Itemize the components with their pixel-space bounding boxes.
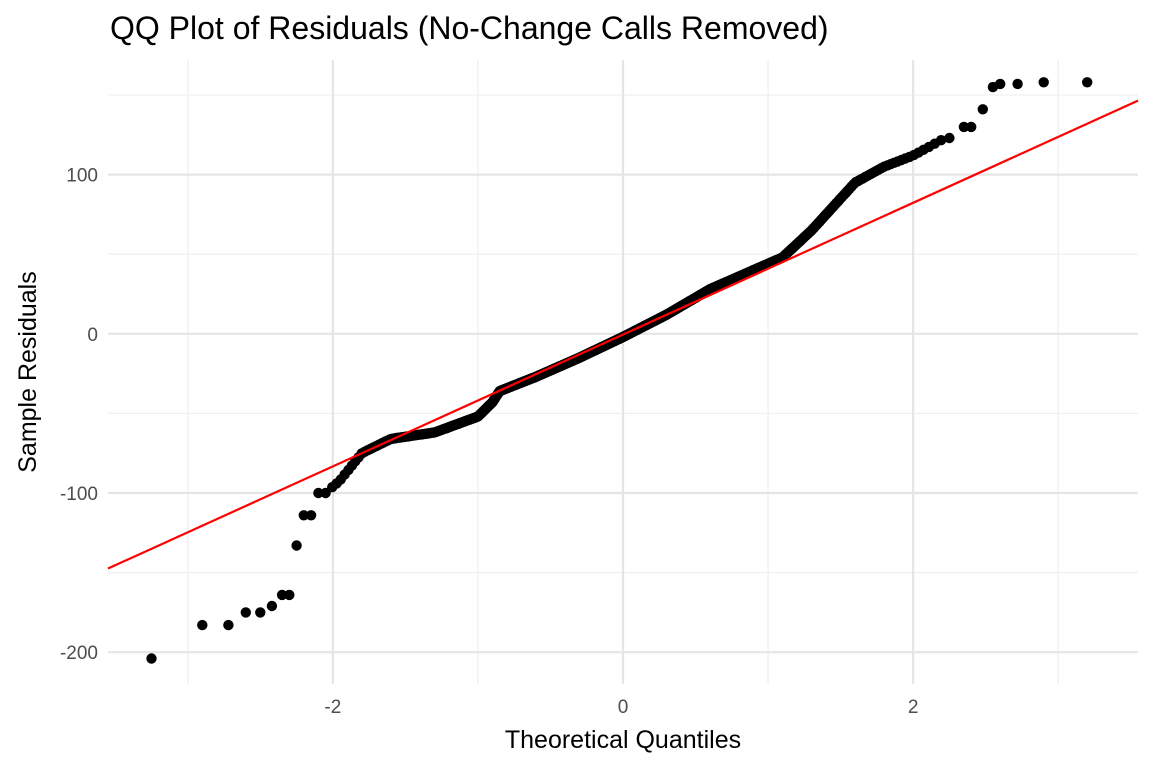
x-tick-label: 2	[908, 697, 919, 718]
data-point	[276, 589, 288, 601]
chart-title: QQ Plot of Residuals (No-Change Calls Re…	[110, 10, 829, 46]
data-points	[146, 77, 1093, 664]
reference-line	[107, 99, 1139, 570]
data-point	[966, 121, 977, 133]
data-point	[935, 135, 947, 146]
data-point	[240, 607, 251, 618]
data-point	[266, 600, 278, 612]
data-point	[255, 607, 266, 618]
data-point	[313, 487, 324, 499]
x-axis-title: Theoretical Quantiles	[505, 726, 741, 754]
data-point	[1012, 78, 1023, 90]
y-tick-label: -100	[60, 484, 98, 505]
y-tick-label: 0	[87, 325, 98, 346]
x-axis-ticks: -2 0 2	[324, 697, 918, 718]
y-tick-label: 100	[66, 166, 98, 187]
data-point	[944, 132, 955, 144]
data-point	[305, 510, 317, 521]
data-point	[146, 653, 157, 664]
data-point	[223, 619, 234, 631]
data-point	[298, 510, 309, 521]
data-point	[197, 619, 208, 631]
data-point	[977, 104, 988, 115]
y-tick-label: -200	[60, 643, 98, 664]
y-axis-title: Sample Residuals	[14, 271, 42, 473]
y-axis-ticks: -200 -100 0 100	[60, 166, 98, 665]
reference-line-group	[107, 99, 1139, 570]
data-point	[1082, 77, 1093, 88]
data-point	[291, 540, 302, 551]
data-point	[958, 121, 970, 133]
grid	[108, 60, 1138, 684]
data-point	[284, 589, 295, 601]
data-point	[995, 78, 1006, 90]
data-point	[1038, 77, 1049, 88]
data-point	[320, 487, 331, 499]
x-tick-label: 0	[618, 697, 629, 718]
x-tick-label: -2	[324, 697, 341, 718]
